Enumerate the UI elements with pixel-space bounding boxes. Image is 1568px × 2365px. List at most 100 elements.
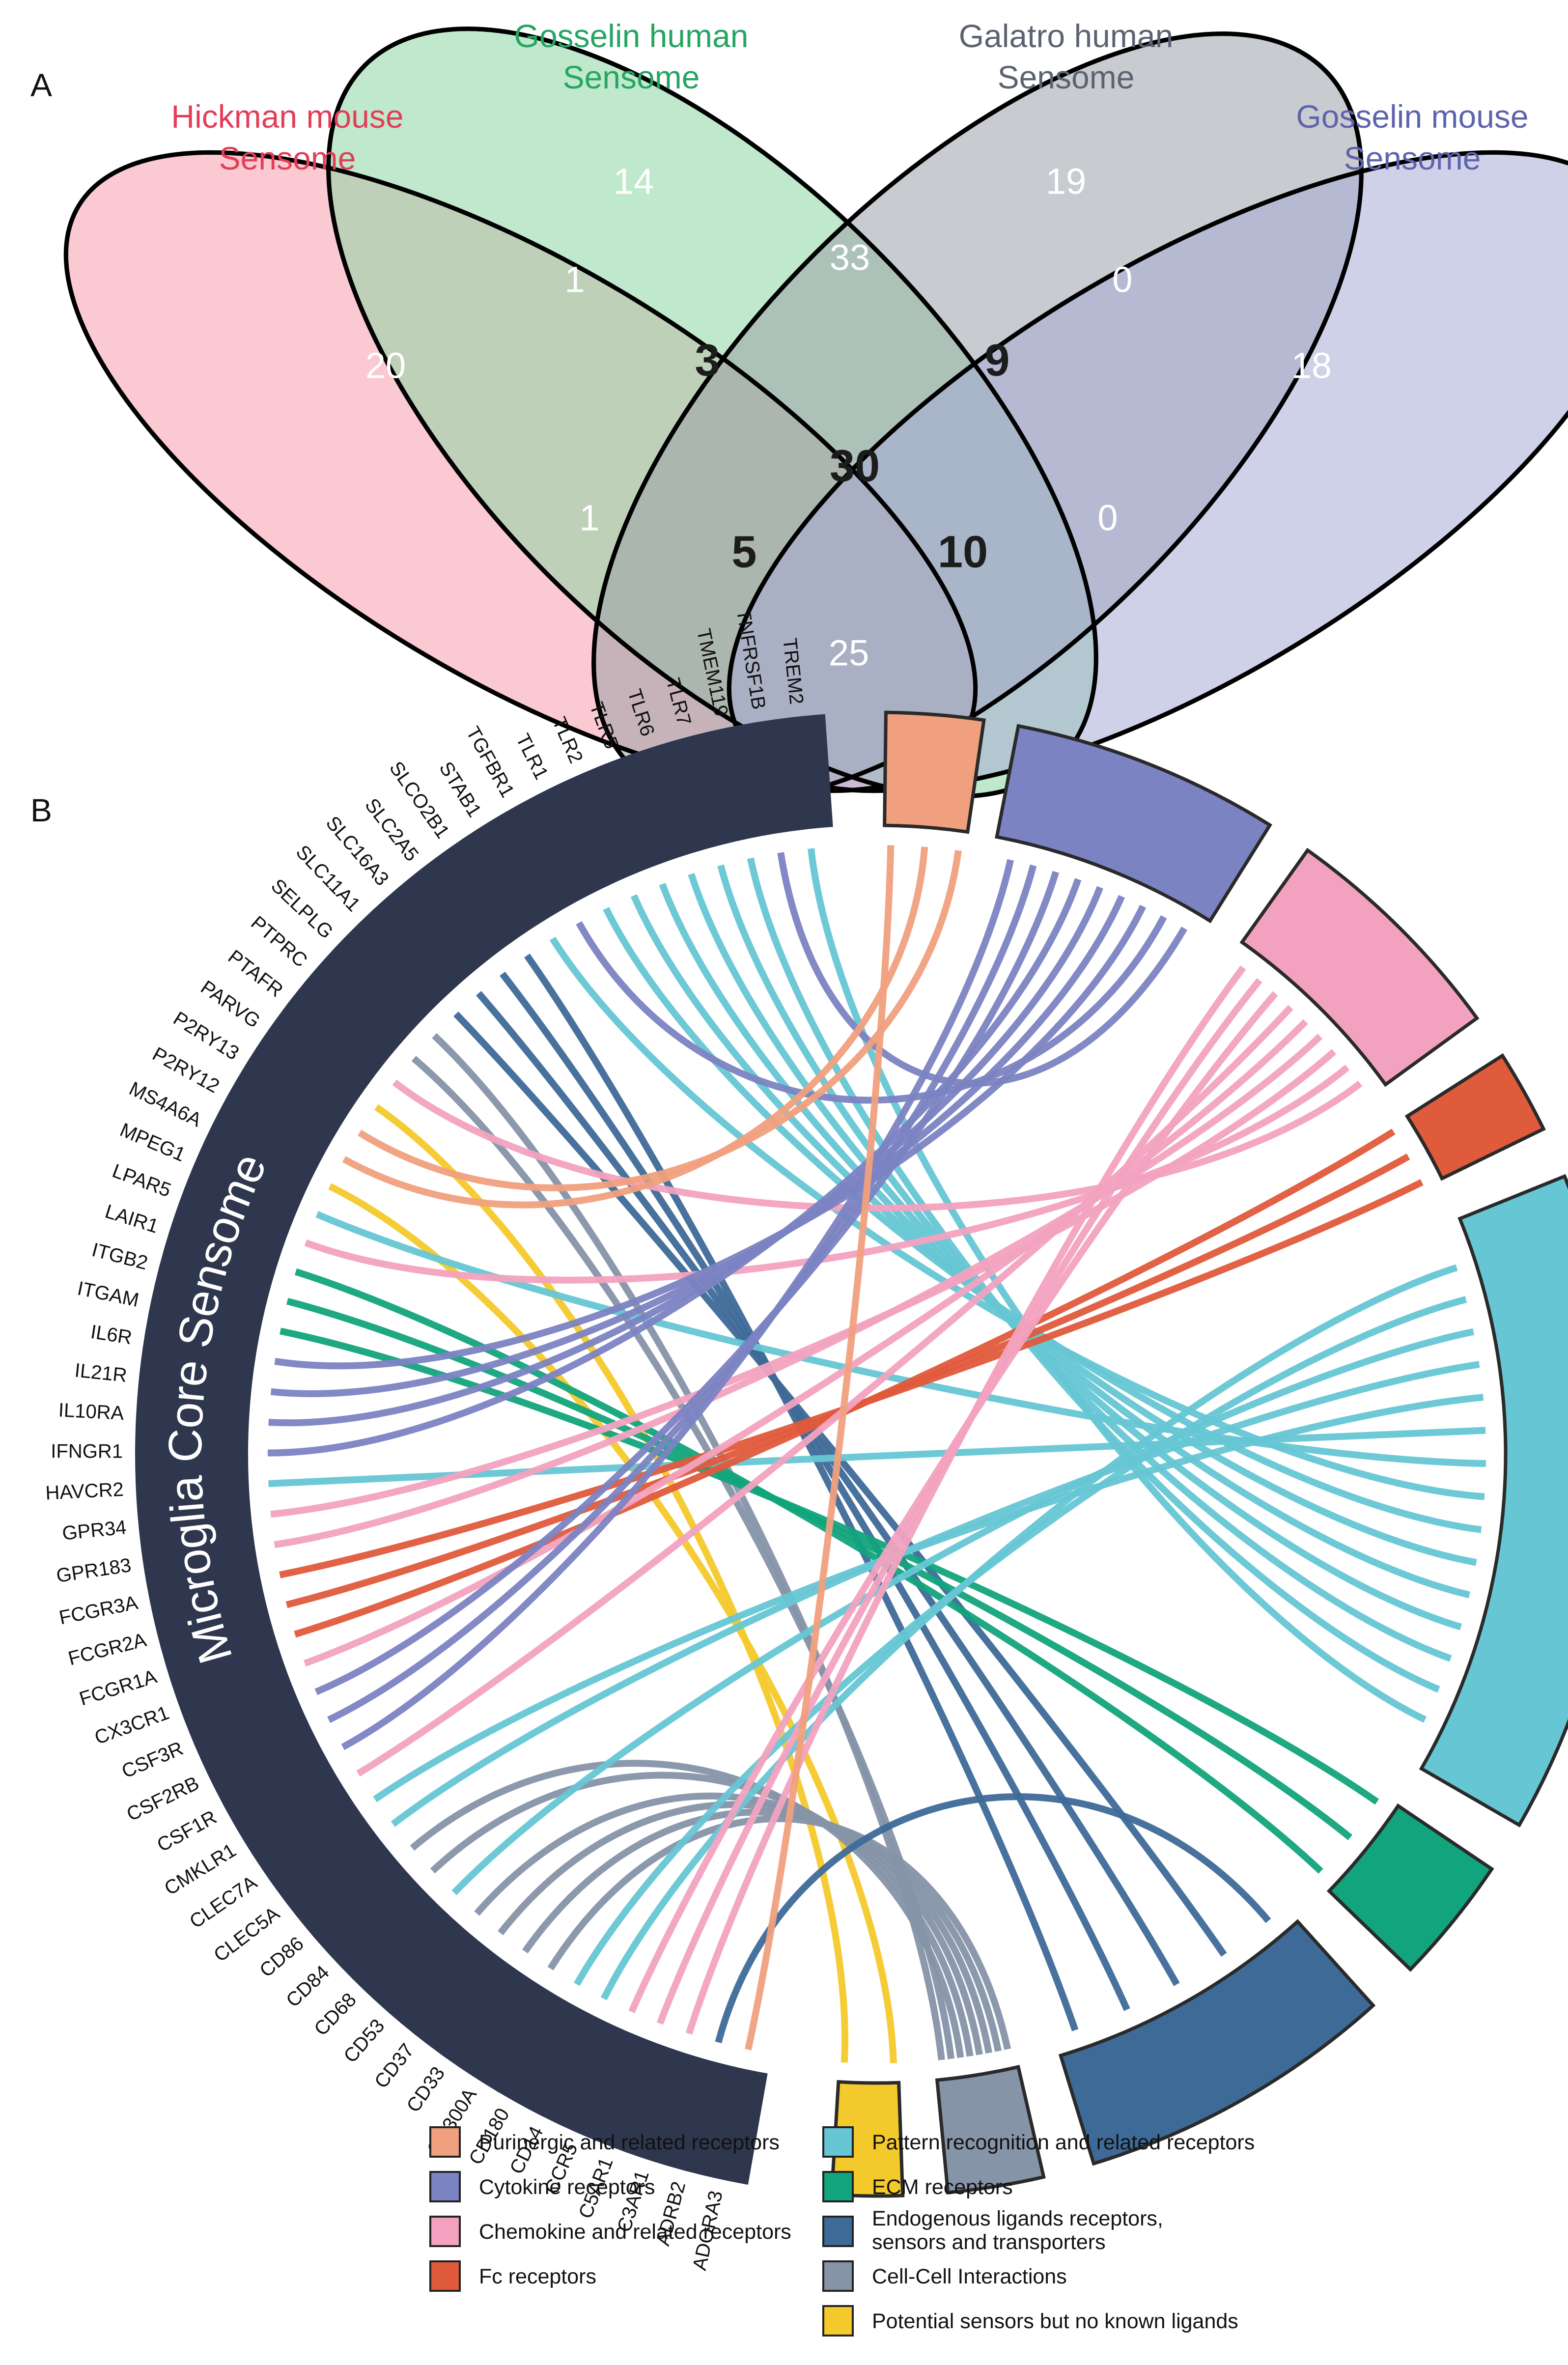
gene-label: GPR183 <box>55 1554 133 1587</box>
core-sensome-arc <box>135 714 833 2185</box>
legend-label-chemokine: Chemokine and related receptors <box>479 2220 791 2244</box>
legend-label-endogenous-line1: Endogenous ligands receptors, <box>872 2207 1163 2230</box>
venn-title-hickman-line1: Hickman mouse <box>171 98 403 135</box>
venn-title-gosselin-human-line1: Gosselin human <box>514 18 749 54</box>
gene-label: TLR1 <box>511 731 552 783</box>
chord-link-pattern <box>315 1211 1486 1467</box>
legend-label-endogenous-line2: sensors and transporters <box>872 2230 1106 2254</box>
chord-link-endogenous <box>453 1011 1227 1957</box>
chord-link-purinergic <box>745 845 895 2051</box>
gene-label: CD86 <box>255 1933 308 1982</box>
gene-label: CD84 <box>282 1961 334 2011</box>
gene-label: CD68 <box>310 1989 361 2040</box>
legend-label-purinergic: Purinergic and related receptors <box>479 2131 780 2154</box>
chord-link-cellcell <box>547 1815 1011 2050</box>
gene-label: FCGR1A <box>77 1665 159 1710</box>
legend-swatch-cellcell <box>822 2260 854 2292</box>
venn-title-gosselin-mouse-line1: Gosselin mouse <box>1296 98 1528 135</box>
legend-swatch-chemokine <box>429 2216 461 2247</box>
venn-title-galatro-human-line2: Sensome <box>998 59 1135 95</box>
legend-label-pattern: Pattern recognition and related receptor… <box>872 2131 1255 2154</box>
category-arc-cytokine <box>995 724 1273 924</box>
venn-count-gosselin-mouse-only: 18 <box>1291 345 1332 386</box>
legend-swatch-fc <box>429 2260 461 2292</box>
gene-label: IFNGR1 <box>51 1440 123 1462</box>
chord-link-pattern <box>451 1328 1475 1895</box>
chord-links <box>267 845 1486 2063</box>
gene-label: CX3CR1 <box>92 1702 172 1749</box>
venn-counts: 20 14 19 18 1 33 0 3 9 30 1 0 5 10 25 <box>365 161 1332 674</box>
gene-label: IL6R <box>89 1321 133 1349</box>
venn-count-gosselin-human-galatro-gosselin-mouse: 9 <box>984 335 1009 385</box>
chord-link-chemokine <box>392 1079 1363 1212</box>
venn-count-hickman-only: 20 <box>365 345 406 386</box>
venn-count-hickman-gosselin-human-galatro: 3 <box>695 335 720 385</box>
gene-label: ITGB2 <box>89 1239 150 1274</box>
chord-link-endogenous <box>476 991 1180 1986</box>
category-arc-chemokine <box>1239 847 1480 1087</box>
gene-label: CD33 <box>402 2063 449 2116</box>
gene-label: CD37 <box>370 2040 419 2093</box>
venn-diagram <box>63 27 1568 804</box>
venn-titles: Hickman mouse Sensome Gosselin human Sen… <box>171 18 1528 176</box>
venn-title-gosselin-human-line2: Sensome <box>563 59 700 95</box>
chord-link-ecm <box>280 1327 1379 1805</box>
legend: Purinergic and related receptors Cytokin… <box>429 2126 1255 2337</box>
chord-link-purinergic <box>342 846 928 1209</box>
gene-label: MPEG1 <box>117 1119 189 1166</box>
chord-link-cytokine <box>341 859 1014 1750</box>
gene-label: CSF1R <box>153 1806 220 1857</box>
venn-title-hickman-line2: Sensome <box>219 140 356 176</box>
legend-swatch-cytokine <box>429 2171 461 2202</box>
chord-link-pattern <box>603 907 1482 1533</box>
venn-count-all-four: 30 <box>830 441 880 491</box>
category-arc-fc <box>1404 1053 1546 1181</box>
legend-swatch-pattern <box>822 2126 854 2158</box>
gene-label: ITGAM <box>76 1277 141 1311</box>
chord-link-ecm <box>286 1297 1353 1840</box>
category-arc-purinergic <box>883 710 986 834</box>
legend-swatch-potential <box>822 2305 854 2337</box>
legend-label-cellcell: Cell-Cell Interactions <box>872 2265 1067 2288</box>
legend-label-ecm: ECM receptors <box>872 2175 1013 2199</box>
venn-count-gosselin-human-galatro: 33 <box>830 237 870 278</box>
gene-label: LAIR1 <box>103 1201 161 1238</box>
venn-count-hickman-gosselin-human-gosselin-mouse: 10 <box>938 527 988 577</box>
gene-label: IL10RA <box>58 1399 125 1424</box>
gene-label: LPAR5 <box>110 1160 174 1201</box>
venn-count-hickman-gosselin-mouse: 25 <box>829 633 869 674</box>
venn-count-gosselin-human-only: 14 <box>614 161 654 202</box>
venn-count-hickman-galatro-gosselin-mouse: 5 <box>731 527 756 577</box>
chord-link-cellcell <box>430 1772 974 2057</box>
gene-label: HAVCR2 <box>45 1479 124 1504</box>
venn-count-galatro-only: 19 <box>1046 161 1086 202</box>
gene-label: IL21R <box>74 1359 128 1386</box>
legend-label-cytokine: Cytokine receptors <box>479 2175 655 2199</box>
legend-label-potential: Potential sensors but no known ligands <box>872 2309 1238 2333</box>
chord-link-pattern <box>268 1427 1486 1487</box>
legend-label-fc: Fc receptors <box>479 2265 596 2288</box>
chord-link-chemokine <box>304 1065 1350 1284</box>
chord-link-pattern <box>549 936 1485 1500</box>
chord-link-chemokine <box>274 1034 1323 1549</box>
venn-title-gosselin-mouse-line2: Sensome <box>1344 140 1481 176</box>
venn-title-galatro-human-line1: Galatro human <box>959 18 1174 54</box>
legend-swatch-ecm <box>822 2171 854 2202</box>
chord-link-endogenous <box>524 953 1079 2031</box>
category-arc-cellcell <box>935 2064 1046 2195</box>
gene-label: FCGR2A <box>66 1629 148 1670</box>
category-arcs <box>830 710 1568 2198</box>
panel-letter-a: A <box>30 67 52 103</box>
chord-link-fc <box>294 1128 1396 1638</box>
legend-swatch-endogenous <box>822 2216 854 2247</box>
venn-count-hickman-gosselin-human: 1 <box>564 259 585 300</box>
venn-count-hickman-galatro: 1 <box>579 498 599 538</box>
gene-label: GPR34 <box>61 1517 128 1545</box>
category-arc-endogenous <box>1058 1919 1376 2166</box>
chord-link-pattern <box>600 1264 1458 2000</box>
chord-link-cytokine <box>267 878 1082 1457</box>
category-arc-ecm <box>1326 1803 1494 1972</box>
gene-label: STAB1 <box>435 758 485 821</box>
gene-label: CSF3R <box>118 1738 186 1783</box>
